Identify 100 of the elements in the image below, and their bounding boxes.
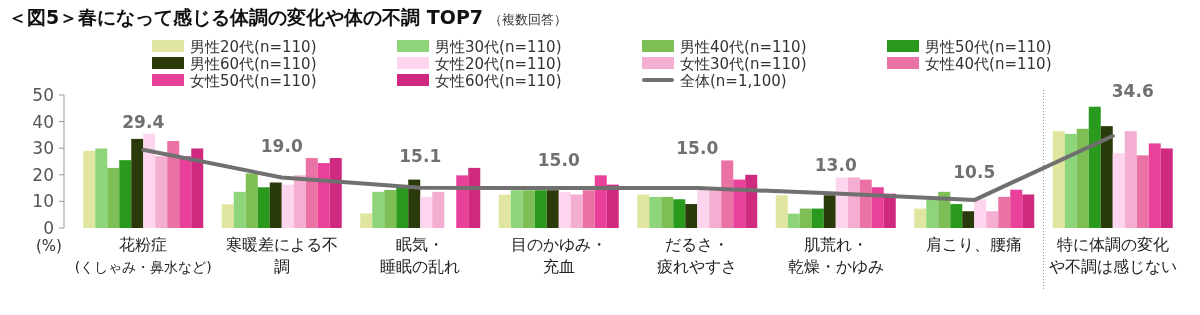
bar	[811, 208, 824, 228]
bar	[859, 179, 872, 228]
legend-label: 男性40代(n=110)	[680, 38, 807, 56]
bar	[1010, 189, 1023, 228]
x-tick-label: だるさ・疲れやすさ	[657, 235, 738, 276]
legend-label: 全体(n=1,100)	[680, 72, 787, 90]
bar	[1112, 153, 1125, 228]
bar	[637, 194, 650, 228]
y-tick-label: 50	[32, 85, 54, 105]
bar	[1076, 128, 1089, 228]
bar	[950, 204, 963, 228]
y-tick-label: 40	[32, 111, 54, 132]
bar	[1088, 106, 1101, 228]
x-tick-label: 寒暖差による不調	[225, 235, 338, 276]
x-tick-label: 眠気・睡眠の乱れ	[380, 235, 461, 276]
bar	[420, 196, 433, 228]
bar	[558, 191, 571, 228]
bar	[745, 174, 758, 228]
data-label: 15.0	[676, 138, 719, 159]
legend-label: 男性50代(n=110)	[925, 38, 1052, 56]
bar	[167, 141, 180, 228]
bar	[510, 190, 523, 228]
y-tick-label: 0	[43, 218, 54, 238]
line-series	[141, 133, 1115, 203]
bar	[131, 138, 144, 228]
bar	[1064, 133, 1077, 228]
bar	[293, 175, 306, 228]
data-label: 15.0	[537, 150, 580, 171]
bar	[787, 213, 800, 228]
bar	[305, 158, 318, 228]
bar	[697, 190, 710, 228]
legend-label: 女性50代(n=110)	[190, 72, 317, 90]
y-tick-label: 10	[32, 191, 54, 212]
bar	[582, 190, 595, 228]
bar	[179, 156, 192, 228]
x-tick-label: 肌荒れ・乾燥・かゆみ	[787, 235, 884, 276]
bar	[926, 199, 939, 228]
bar	[221, 204, 234, 228]
bar	[83, 150, 96, 228]
bar	[432, 191, 445, 228]
bar	[594, 175, 607, 228]
bar	[799, 208, 812, 228]
bar	[661, 196, 674, 228]
chart-title: ＜図5＞春になって感じる体調の変化や体の不調 TOP7	[8, 6, 484, 28]
bar	[191, 148, 204, 228]
data-label: 13.0	[814, 155, 857, 176]
bar	[1148, 143, 1161, 228]
bar	[709, 190, 722, 228]
bar	[649, 196, 662, 228]
legend-label: 女性60代(n=110)	[435, 72, 562, 90]
bar	[257, 187, 270, 228]
bar	[1160, 148, 1173, 228]
data-label: 19.0	[260, 136, 303, 157]
bar	[95, 148, 108, 228]
bar	[823, 195, 836, 228]
bar	[733, 179, 746, 228]
x-tick-label: 目のかゆみ・充血	[510, 235, 607, 276]
bar	[245, 173, 258, 228]
bar	[721, 160, 734, 228]
bar	[534, 190, 547, 228]
bar	[456, 175, 469, 228]
bar	[1124, 131, 1137, 228]
bar	[962, 211, 975, 228]
legend-label: 女性20代(n=110)	[435, 55, 562, 73]
bar	[317, 163, 330, 228]
y-tick-label: 30	[32, 138, 54, 159]
y-axis-title: (%)	[36, 237, 62, 255]
data-label: 15.1	[399, 145, 442, 166]
bar	[396, 186, 409, 228]
data-label: 10.5	[953, 162, 996, 183]
bar	[974, 199, 987, 228]
bar	[107, 167, 120, 228]
bar	[372, 191, 385, 228]
bar	[468, 167, 481, 228]
bar	[871, 187, 884, 228]
x-tick-label: 特に体調の変化や不調は感じない	[1048, 235, 1177, 276]
legend-label: 女性40代(n=110)	[925, 55, 1052, 73]
bar	[119, 160, 132, 228]
bar	[986, 211, 999, 228]
bar	[329, 158, 342, 228]
bar	[269, 182, 282, 228]
bar	[914, 208, 927, 228]
bar	[1052, 131, 1065, 228]
bar	[673, 199, 686, 228]
bar	[384, 189, 397, 228]
bar	[1100, 126, 1113, 228]
legend-label: 女性30代(n=110)	[680, 55, 807, 73]
chart-subtitle: （複数回答）	[489, 12, 568, 27]
bar	[522, 190, 535, 228]
legend-label: 男性30代(n=110)	[435, 38, 562, 56]
legend-label: 男性20代(n=110)	[190, 38, 317, 56]
bar	[570, 194, 583, 228]
bar	[1022, 194, 1035, 228]
bar	[835, 177, 848, 228]
bar	[281, 184, 294, 228]
bar	[775, 195, 788, 228]
bar	[233, 191, 246, 228]
bar	[1136, 155, 1149, 228]
bar	[498, 194, 511, 228]
bar	[847, 177, 860, 228]
